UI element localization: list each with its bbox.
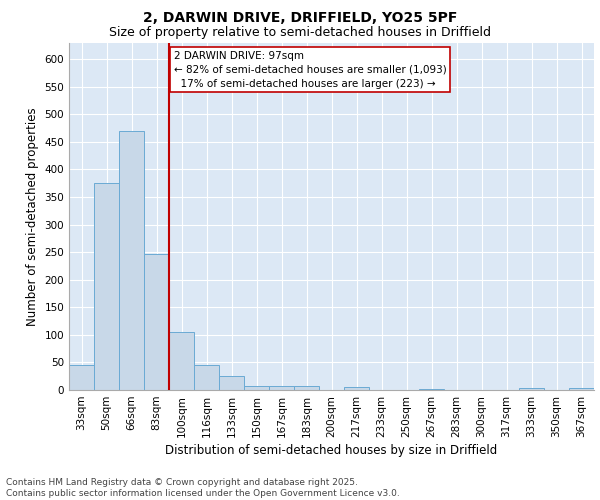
Text: 2 DARWIN DRIVE: 97sqm
← 82% of semi-detached houses are smaller (1,093)
  17% of: 2 DARWIN DRIVE: 97sqm ← 82% of semi-deta… xyxy=(174,51,447,89)
X-axis label: Distribution of semi-detached houses by size in Driffield: Distribution of semi-detached houses by … xyxy=(166,444,497,457)
Bar xyxy=(119,131,144,390)
Bar xyxy=(519,388,544,390)
Bar xyxy=(144,254,169,390)
Bar xyxy=(569,388,594,390)
Y-axis label: Number of semi-detached properties: Number of semi-detached properties xyxy=(26,107,39,326)
Bar xyxy=(219,376,244,390)
Text: Contains HM Land Registry data © Crown copyright and database right 2025.
Contai: Contains HM Land Registry data © Crown c… xyxy=(6,478,400,498)
Bar xyxy=(244,386,269,390)
Bar xyxy=(344,387,369,390)
Bar xyxy=(269,386,294,390)
Bar xyxy=(94,183,119,390)
Text: Size of property relative to semi-detached houses in Driffield: Size of property relative to semi-detach… xyxy=(109,26,491,39)
Bar xyxy=(194,365,219,390)
Bar xyxy=(294,386,319,390)
Bar xyxy=(69,365,94,390)
Bar xyxy=(419,389,444,390)
Bar xyxy=(169,332,194,390)
Text: 2, DARWIN DRIVE, DRIFFIELD, YO25 5PF: 2, DARWIN DRIVE, DRIFFIELD, YO25 5PF xyxy=(143,12,457,26)
